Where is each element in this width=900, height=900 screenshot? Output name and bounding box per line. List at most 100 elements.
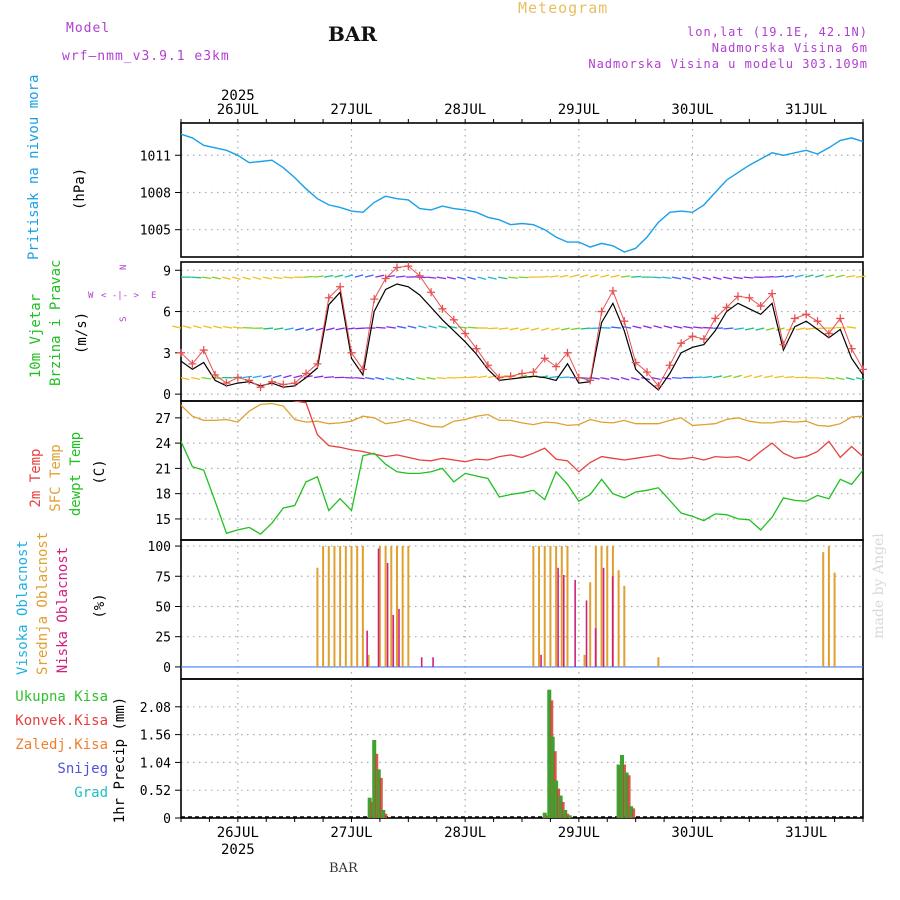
- wind-direction-arrow: [743, 374, 753, 379]
- y-tick-label-precip: 1.04: [140, 756, 171, 771]
- wind-direction-arrow: [354, 274, 364, 278]
- wind-direction-arrow: [692, 376, 703, 379]
- wind-gust-marker: [608, 286, 617, 295]
- y-tick-label-wind: 3: [163, 347, 171, 362]
- wind-direction-arrow: [354, 376, 365, 380]
- wind-direction-arrow: [600, 376, 610, 381]
- wind-direction-arrow: [395, 275, 406, 278]
- wind-direction-arrow: [784, 376, 795, 379]
- wind-direction-arrow: [845, 274, 856, 278]
- wind-gust-marker: [370, 295, 379, 304]
- wind-gust-marker: [643, 368, 652, 377]
- wind-direction-arrow: [365, 376, 375, 380]
- wind-gust-marker: [631, 358, 640, 367]
- wind-direction-arrow: [426, 376, 436, 380]
- wind-gust-marker: [836, 314, 845, 323]
- precip-total-bar: [563, 809, 568, 818]
- wind-direction-arrow: [315, 327, 325, 331]
- temp-2m-line: [292, 401, 863, 473]
- wind-direction-arrow: [436, 276, 447, 280]
- wind-gust-marker: [529, 368, 538, 377]
- wind-gust-marker: [779, 340, 788, 349]
- precip-legend-hail: Grad: [74, 785, 108, 801]
- wind-direction-arrow: [293, 374, 303, 379]
- wind-gust-marker: [347, 348, 356, 357]
- precip-legend-frz: Zaledj.Kisa: [15, 737, 108, 753]
- y-tick-label-temperature: 15: [155, 513, 171, 528]
- wind-direction-arrow: [693, 326, 703, 329]
- wind-direction-arrow: [549, 275, 559, 278]
- x-tick-label-bottom: 28JUL: [444, 825, 486, 841]
- wind-gust-marker: [438, 304, 447, 313]
- wind-direction-arrow: [825, 274, 835, 278]
- wind-direction-arrow: [540, 327, 550, 331]
- wind-gust-marker: [449, 315, 458, 324]
- wind-direction-arrow: [590, 274, 599, 278]
- wind-direction-arrow: [794, 274, 804, 278]
- wind-direction-arrow: [324, 376, 335, 379]
- wind-direction-arrow: [231, 276, 241, 280]
- wind-direction-arrow: [407, 325, 417, 329]
- wind-direction-arrow: [242, 375, 253, 379]
- wind-gust-marker: [552, 362, 561, 371]
- wind-direction-arrow: [815, 376, 825, 380]
- wind-direction-arrow: [211, 276, 221, 280]
- wind-direction-arrow: [630, 376, 640, 381]
- wind-gust-marker: [233, 373, 242, 382]
- wind-direction-arrow: [191, 376, 201, 381]
- wind-direction-arrow: [487, 276, 497, 280]
- wind-direction-arrow: [550, 327, 560, 331]
- wind-gust-marker: [415, 271, 424, 280]
- x-tick-label-top: 26JUL: [217, 102, 259, 118]
- wind-direction-arrow: [784, 274, 794, 278]
- wind-direction-arrow: [221, 276, 231, 280]
- x-tick-label-top: 27JUL: [330, 102, 372, 118]
- precip-total-bar: [567, 815, 572, 818]
- y-tick-label-pressure: 1011: [140, 149, 171, 164]
- precip-conv-bar: [632, 808, 636, 818]
- wind-direction-arrow: [438, 325, 448, 329]
- wind-direction-arrow: [631, 275, 642, 278]
- wind-direction-arrow: [252, 375, 262, 379]
- compass-e: E: [151, 291, 156, 301]
- wind-direction-arrow: [856, 275, 866, 278]
- wind-gust-marker: [733, 292, 742, 301]
- wind-direction-arrow: [651, 276, 662, 279]
- x-tick-label-bottom: 29JUL: [558, 825, 600, 841]
- wind-direction-arrow: [569, 274, 579, 278]
- panel-frame-cloud: [180, 539, 864, 680]
- panel-frame-wind: [180, 261, 864, 402]
- wind-direction-arrow: [632, 325, 642, 329]
- wind-direction-arrow: [661, 276, 672, 280]
- wind-gust-marker: [495, 373, 504, 382]
- wind-direction-arrow: [518, 374, 528, 379]
- wind-gust-marker: [711, 314, 720, 323]
- wind-gust-marker: [324, 293, 333, 302]
- wind-gust-marker: [563, 348, 572, 357]
- precip-legend-conv: Konvek.Kisa: [15, 713, 108, 729]
- wind-direction-arrow: [386, 326, 396, 329]
- precip-legend-snow: Snijeg: [57, 761, 108, 777]
- x-tick-label-top: 29JUL: [558, 102, 600, 118]
- compass-arrow: < -|- >: [101, 291, 140, 301]
- wind-direction-arrow: [610, 376, 620, 381]
- y-tick-label-precip: 0.52: [140, 784, 171, 799]
- wind-direction-arrow: [416, 376, 426, 381]
- wind-direction-arrow: [835, 274, 845, 278]
- precip-legend-total: Ukupna Kisa: [15, 689, 108, 705]
- wind-direction-arrow: [795, 327, 806, 331]
- wind-direction-arrow: [712, 276, 722, 280]
- wind-direction-arrow: [305, 327, 315, 331]
- compass-w: W: [88, 291, 94, 301]
- wind-direction-arrow: [283, 276, 294, 279]
- y-tick-label-temperature: 21: [155, 462, 171, 477]
- wind-direction-arrow: [774, 375, 784, 379]
- wind-direction-arrow: [498, 276, 508, 280]
- station-title: BAR: [328, 22, 378, 46]
- wind-direction-arrow: [283, 374, 292, 379]
- wind-direction-arrow: [774, 275, 785, 278]
- wind-gust-marker: [199, 346, 208, 355]
- wind-direction-arrow: [193, 325, 202, 329]
- wind-gust-marker: [358, 365, 367, 374]
